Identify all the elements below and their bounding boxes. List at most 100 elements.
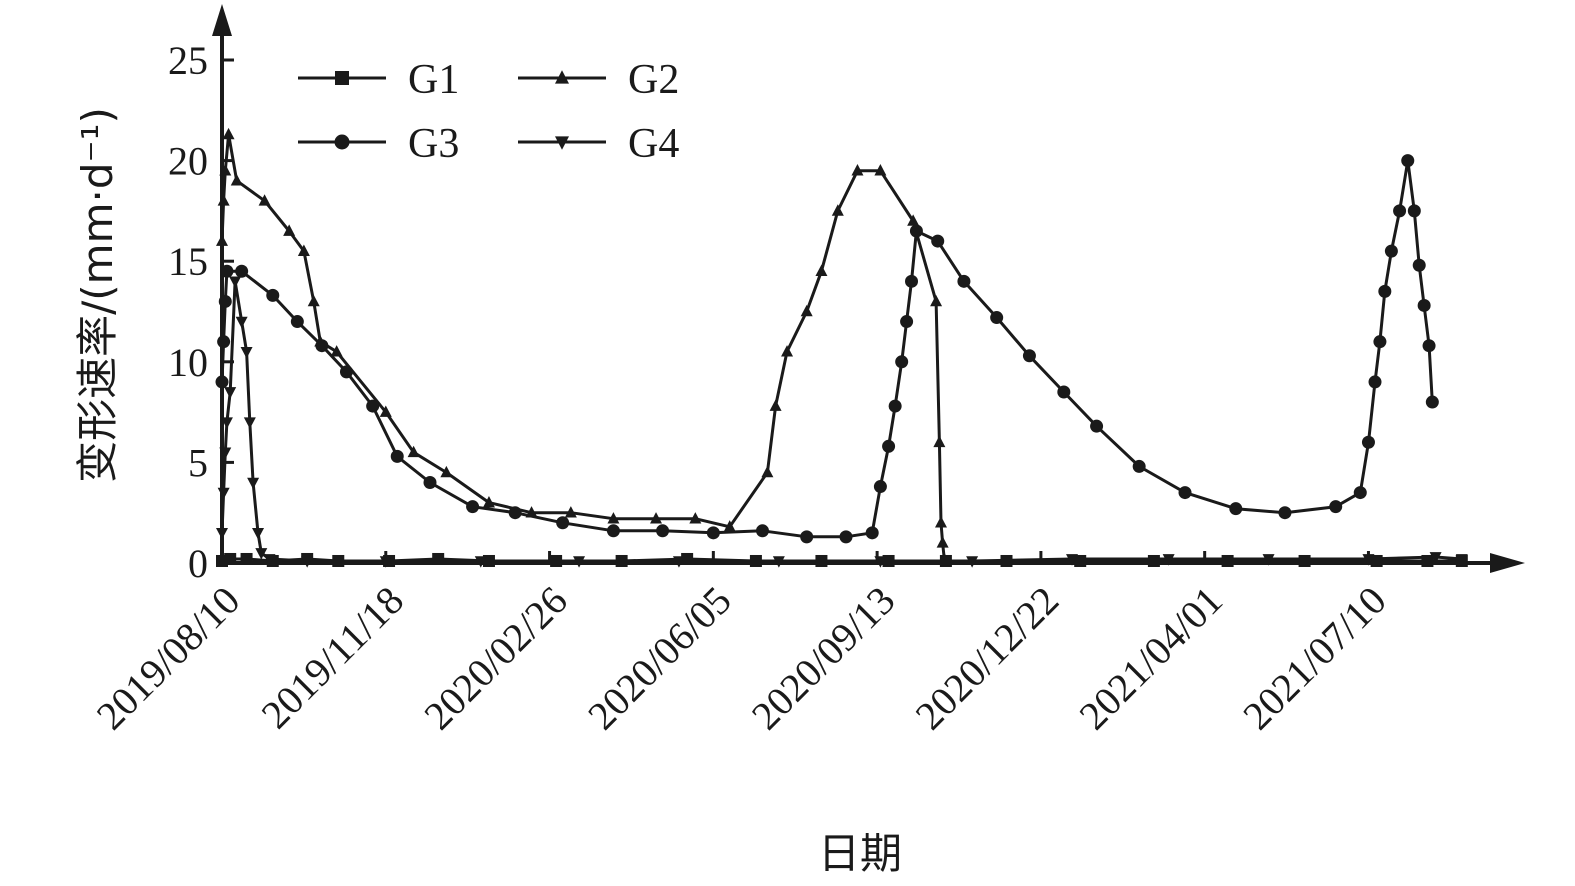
data-point	[1422, 339, 1436, 353]
data-point	[761, 465, 774, 478]
data-point	[235, 316, 248, 329]
data-point	[656, 524, 670, 538]
data-point	[607, 512, 620, 524]
data-point	[235, 264, 249, 278]
data-point	[573, 556, 586, 568]
legend-label: G1	[408, 57, 459, 103]
data-point	[482, 496, 495, 508]
data-point	[873, 480, 887, 494]
data-point	[222, 127, 235, 140]
legend-label: G2	[628, 57, 679, 103]
data-point	[839, 530, 853, 544]
data-point	[390, 449, 404, 463]
data-point	[1353, 486, 1367, 500]
data-point	[895, 355, 909, 369]
data-point	[865, 526, 879, 540]
data-point	[508, 506, 522, 520]
data-point	[215, 375, 229, 389]
data-point	[934, 516, 947, 528]
data-point	[297, 244, 310, 256]
data-point	[772, 556, 785, 568]
data-point	[769, 399, 782, 411]
data-point	[555, 70, 569, 84]
data-point	[874, 164, 887, 176]
data-point	[1147, 554, 1160, 567]
data-point	[330, 345, 343, 357]
series-g4	[216, 276, 1468, 568]
data-point	[243, 417, 256, 429]
x-tick-label: 2021/07/10	[1234, 578, 1395, 739]
data-point	[1362, 554, 1375, 566]
data-point	[247, 477, 260, 490]
data-point	[217, 335, 231, 349]
data-point	[1278, 506, 1292, 520]
x-tick-label: 2020/12/22	[907, 578, 1068, 739]
x-tick-label: 2019/08/10	[88, 578, 249, 739]
data-point	[220, 417, 233, 429]
legend-item-g1: G1	[298, 57, 459, 103]
data-point	[423, 476, 437, 490]
series-line	[220, 132, 946, 560]
data-point	[966, 556, 979, 568]
data-point	[933, 435, 946, 448]
data-point	[831, 204, 844, 216]
data-point	[1384, 244, 1398, 258]
data-point	[1455, 554, 1468, 566]
data-point	[689, 512, 702, 524]
data-point	[800, 304, 813, 317]
data-point	[334, 134, 350, 150]
data-point	[1361, 435, 1375, 449]
data-point	[218, 294, 232, 308]
y-axis-title: 变形速率/(mm·d⁻¹)	[73, 107, 122, 483]
data-point	[909, 224, 923, 238]
data-point	[800, 530, 814, 544]
y-tick-label: 10	[168, 340, 208, 385]
x-tick-label: 2021/04/01	[1070, 578, 1231, 739]
data-point	[907, 214, 920, 226]
data-point	[217, 487, 230, 500]
data-point	[266, 288, 280, 302]
data-point	[936, 536, 949, 548]
data-point	[224, 387, 237, 399]
y-tick-label: 5	[188, 440, 208, 485]
data-point	[440, 465, 453, 478]
data-point	[224, 552, 237, 565]
x-tick-label: 2020/06/05	[579, 578, 740, 739]
data-point	[255, 548, 268, 560]
data-point	[1429, 552, 1442, 564]
x-tick-label: 2020/09/13	[743, 578, 904, 739]
data-point	[1417, 298, 1431, 312]
y-axis-arrow	[212, 4, 232, 36]
data-point	[379, 405, 392, 417]
data-point	[1393, 204, 1407, 218]
y-tick-label: 20	[168, 139, 208, 184]
data-point	[1407, 204, 1421, 218]
data-point	[888, 399, 902, 413]
data-point	[258, 194, 271, 206]
data-point	[882, 439, 896, 453]
series-layer	[215, 127, 1468, 568]
data-point	[1329, 500, 1343, 514]
legend-item-g2: G2	[518, 57, 679, 103]
data-point	[874, 556, 887, 568]
data-point	[755, 524, 769, 538]
data-point	[219, 447, 232, 459]
data-point	[781, 345, 794, 357]
data-point	[220, 264, 234, 278]
data-point	[1178, 486, 1192, 500]
data-point	[474, 556, 487, 568]
data-point	[1090, 419, 1104, 433]
data-point	[240, 552, 253, 565]
data-point	[217, 194, 230, 206]
series-g2	[216, 127, 951, 564]
data-point	[307, 294, 320, 307]
data-point	[466, 500, 480, 514]
data-point	[650, 512, 663, 524]
legend-item-g3: G3	[298, 121, 459, 167]
data-point	[1221, 554, 1234, 567]
data-point	[706, 526, 720, 540]
data-point	[240, 346, 253, 359]
data-point	[315, 339, 329, 353]
data-point	[1229, 502, 1243, 516]
